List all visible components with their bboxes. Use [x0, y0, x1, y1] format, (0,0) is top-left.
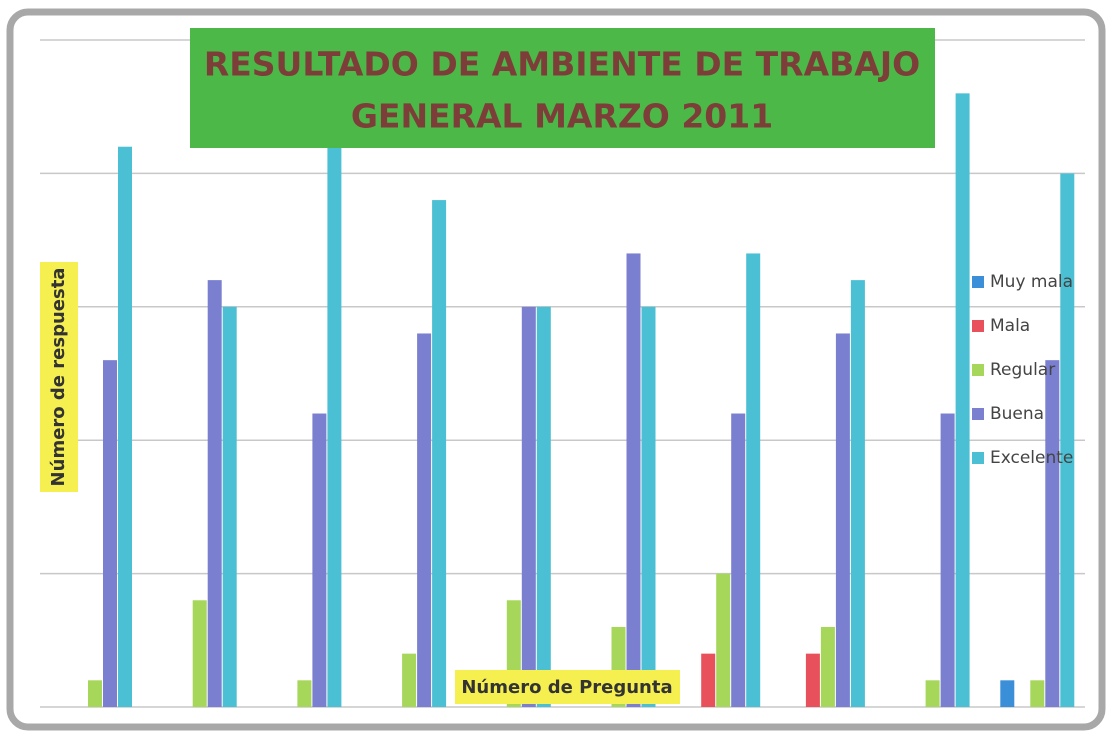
bar [940, 413, 955, 707]
legend-swatch [972, 276, 984, 288]
bar [402, 653, 417, 707]
bar [207, 280, 222, 707]
legend-swatch [972, 452, 984, 464]
bar [103, 360, 117, 707]
legend-label: Regular [990, 360, 1055, 380]
bar [641, 306, 656, 707]
bar [1045, 360, 1060, 707]
title-box [190, 28, 935, 148]
bar [805, 653, 820, 707]
y-axis-label: Número de respuesta [48, 268, 69, 487]
legend-swatch [972, 364, 984, 376]
bar [850, 280, 865, 707]
bar [432, 200, 447, 707]
bar [716, 573, 731, 707]
bar [297, 680, 312, 707]
y-label-box [40, 262, 78, 492]
chart-title: GENERAL MARZO 2011 [351, 97, 773, 136]
legend-label: Muy mala [990, 272, 1073, 292]
bar [88, 680, 102, 707]
bar [1000, 680, 1015, 707]
legend-label: Excelente [990, 448, 1073, 468]
legend-label: Buena [990, 404, 1044, 424]
bars [88, 93, 1075, 708]
bar [925, 680, 940, 707]
legend: Muy mala Mala Regular Buena Excelente [972, 272, 1073, 468]
chart-title: RESULTADO DE AMBIENTE DE TRABAJO [204, 45, 920, 84]
legend-swatch [972, 408, 984, 420]
bar [1030, 680, 1045, 707]
legend-swatch [972, 320, 984, 332]
bar [820, 626, 835, 707]
x-axis-label: Número de Pregunta [461, 677, 672, 698]
bar [417, 333, 432, 707]
x-label-box [455, 670, 680, 704]
bar [746, 253, 761, 707]
bar [222, 306, 237, 707]
bar [521, 306, 536, 707]
bar [626, 253, 641, 707]
bar [701, 653, 716, 707]
bar [835, 333, 850, 707]
bar [955, 93, 970, 708]
bar [192, 600, 207, 707]
bar [118, 146, 132, 708]
bar [536, 306, 551, 707]
bar [327, 146, 342, 708]
bar [731, 413, 746, 707]
bar [312, 413, 327, 707]
bar [1060, 173, 1075, 707]
legend-label: Mala [990, 316, 1030, 336]
frame [6, 8, 1106, 731]
